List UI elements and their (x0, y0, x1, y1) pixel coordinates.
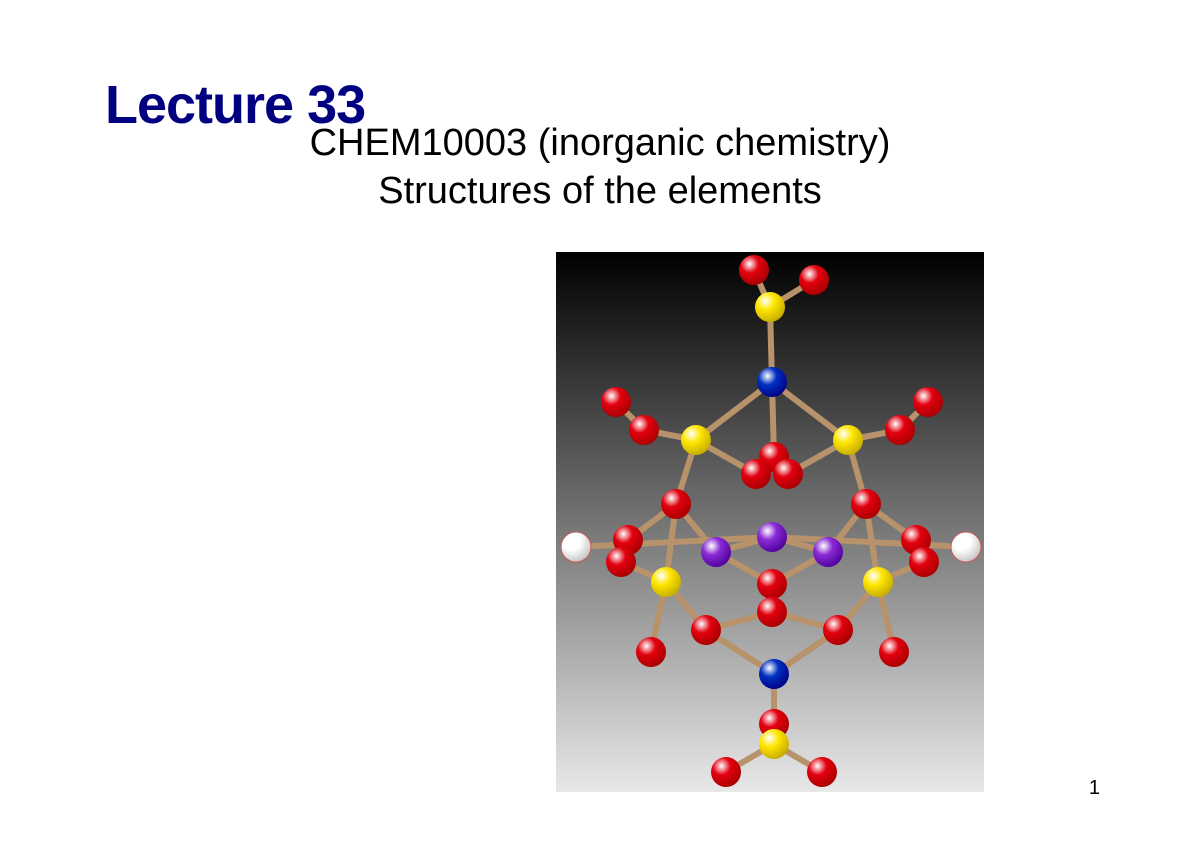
molecule-svg (556, 252, 984, 792)
molecule-figure (556, 252, 984, 792)
subtitle-line-1: CHEM10003 (inorganic chemistry) (310, 122, 891, 164)
subtitle-block: CHEM10003 (inorganic chemistry) Structur… (0, 120, 1200, 215)
subtitle-line-2: Structures of the elements (378, 170, 822, 212)
page-number: 1 (1089, 777, 1100, 800)
